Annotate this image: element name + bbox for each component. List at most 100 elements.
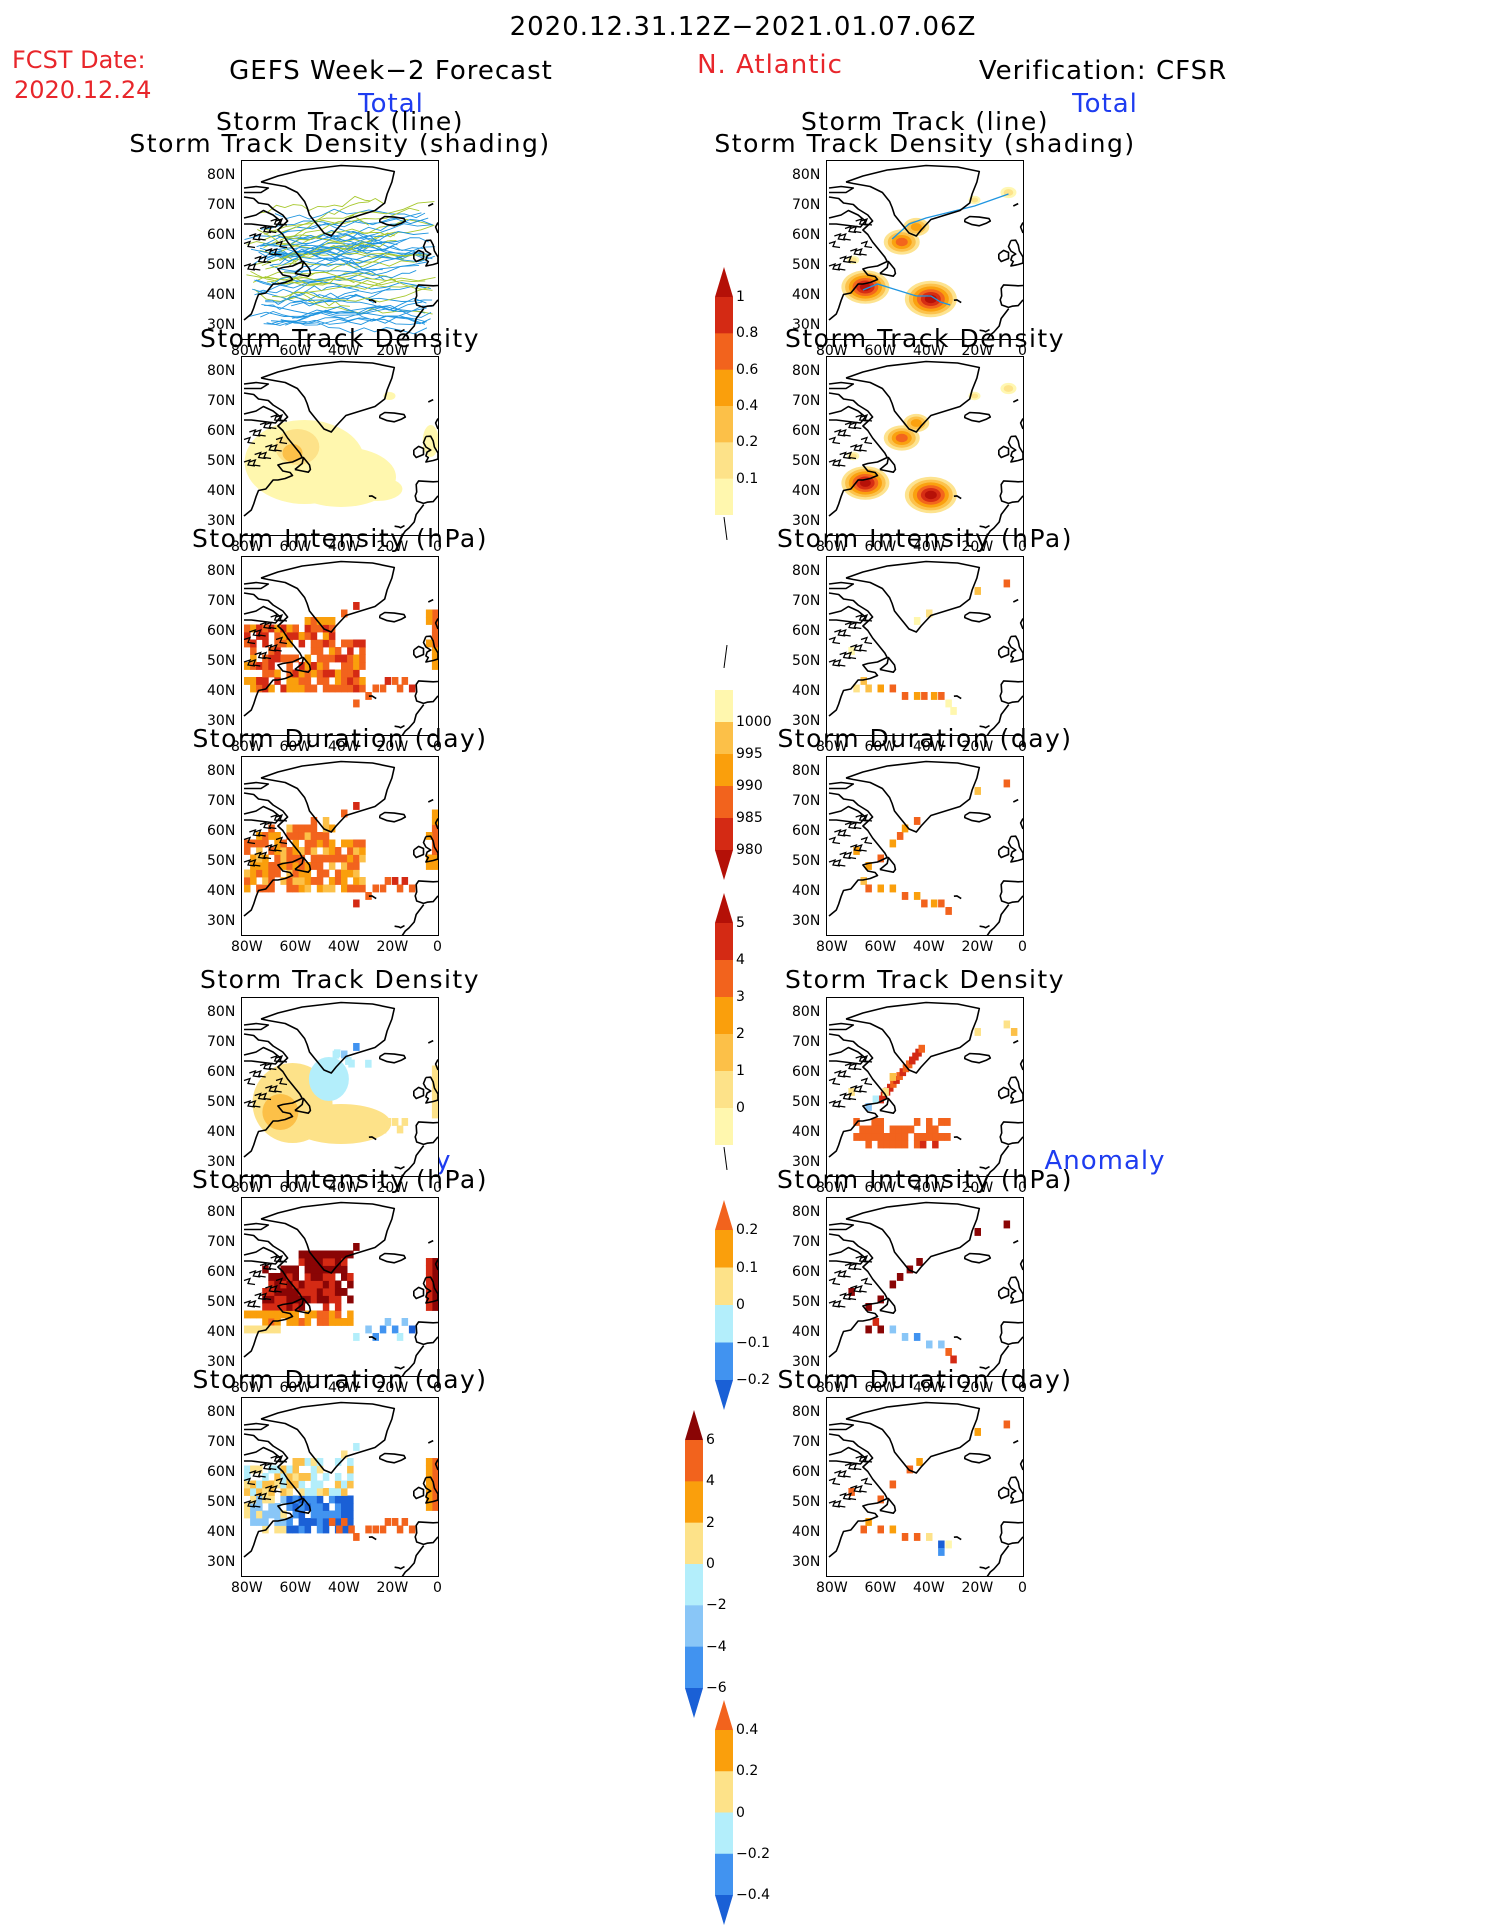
anom-duration-cell [945, 1540, 952, 1549]
archipelago-segment [243, 1277, 256, 1286]
archipelago-segment [860, 436, 873, 445]
colorbar-intensity_total-label: 995 [736, 746, 763, 762]
intensity-cell [341, 854, 348, 863]
coastline-iceland [964, 1052, 992, 1064]
coastline-greenland [845, 1201, 981, 1274]
colorbar-extend-top [715, 267, 733, 297]
archipelago-segment [860, 1054, 873, 1063]
cell [244, 1325, 251, 1334]
anom-density-cell [865, 1125, 872, 1134]
archipelago-segment [860, 1454, 873, 1463]
anom-density-cell [907, 1125, 915, 1134]
verification-total-duration-lat-tick-80n: 80N [792, 763, 821, 779]
verification-anom-density-lat-tick-40n: 40N [792, 1124, 821, 1140]
coastline-azores [953, 1536, 962, 1541]
coastline-africa [986, 1545, 1010, 1576]
forecast-anom-density-lat-tick-40n: 40N [207, 1124, 236, 1140]
anom-intensity-cell [292, 1310, 299, 1319]
verification-anom-duration-lat-tick-50n: 50N [792, 1494, 821, 1510]
intensity-cell [304, 877, 312, 885]
intensity-cell [359, 884, 366, 893]
archipelago-segment [270, 1054, 282, 1063]
intensity-cell [347, 884, 354, 893]
coastline-newfoundland [294, 1097, 312, 1114]
verification-anom-intensity-lon-tick-60w: 60W [864, 1380, 897, 1396]
cell [274, 1325, 281, 1334]
intensity-cell [347, 662, 354, 670]
anom-density-cell [901, 1140, 909, 1149]
anom-intensity-cell [274, 1295, 281, 1304]
intensity-cell [298, 824, 306, 833]
uk-cell [431, 632, 438, 640]
anom-intensity-cell [341, 1318, 348, 1326]
intensity-cell [359, 847, 366, 855]
anom-intensity-cell [872, 1318, 880, 1326]
anom-density-cell [932, 1125, 939, 1134]
archipelago-segment [265, 843, 277, 852]
anom-intensity-cell [334, 1280, 342, 1289]
verification-anom-duration-lat-tick-80n: 80N [792, 1404, 821, 1420]
intensity-cell [328, 617, 336, 625]
anom-neg-cell [353, 1333, 360, 1341]
verification-anom-duration-lon-tick-80w: 80W [816, 1580, 848, 1596]
coastline-norway [434, 222, 438, 234]
intensity-cell [328, 847, 336, 855]
anom-density-cell [913, 1133, 921, 1141]
anom-duration-cell [341, 1495, 348, 1504]
intensity-cell [328, 684, 336, 693]
archipelago-segment [844, 451, 857, 460]
coastline-ireland [413, 1286, 425, 1300]
anom-intensity-cell [328, 1273, 336, 1281]
archipelago-segment [839, 1469, 851, 1478]
colorbar-intensity_anom-label: −4 [706, 1638, 727, 1655]
forecast-anom-intensity-lat-tick-70n: 70N [207, 1234, 236, 1250]
archipelago-segment [254, 828, 266, 837]
coastline-africa [986, 1145, 1010, 1176]
intensity-cell [250, 624, 257, 633]
coastline-africa [401, 504, 425, 535]
anom-duration-cell [322, 1488, 330, 1496]
verification-anom-duration-lat-tick-40n: 40N [792, 1524, 821, 1540]
forecast-anom-density-lon-tick-40w: 40W [328, 1180, 360, 1196]
intensity-cell [256, 839, 263, 848]
coastline-baffin [243, 805, 282, 824]
density-max-labrador [282, 444, 303, 462]
coastline-svalbard [427, 1039, 434, 1044]
verification-total-intensity-title: Storm Intensity (hPa) [777, 524, 1073, 553]
uk-cell [425, 1265, 433, 1274]
coastline-ireland [998, 1086, 1010, 1100]
anom-intensity-cell [913, 1333, 921, 1341]
intensity-cell [353, 884, 360, 893]
storm-track-line [259, 247, 423, 262]
forecast-total-intensity-plot [243, 560, 438, 735]
archipelago-segment [254, 1492, 266, 1501]
coastline-azores [368, 1336, 377, 1341]
archipelago-segment [270, 1454, 282, 1463]
anom-intensity-cell [280, 1310, 287, 1319]
intensity-cell [341, 877, 348, 885]
archipelago-segment [850, 1062, 862, 1071]
intensity-cell [322, 817, 330, 825]
anom-duration-cell [347, 1518, 354, 1526]
intensity-cell [274, 832, 281, 840]
anom-duration-cell [280, 1510, 287, 1519]
archipelago-segment [254, 1092, 266, 1101]
coastline-islands1 [243, 581, 270, 590]
anom-intensity-cell [334, 1295, 342, 1304]
anom-intensity-cell [280, 1265, 287, 1274]
verification-anom-intensity-lon-tick-20w: 20W [961, 1380, 994, 1396]
anom-neg-cell [391, 1325, 399, 1334]
archipelago-segment [259, 1092, 272, 1101]
verification-anom-intensity-lat-tick-30n: 30N [792, 1354, 821, 1370]
intensity-cell [244, 877, 251, 885]
anom-duration-cell [268, 1503, 275, 1511]
colorbar-duration_total-label: 0 [736, 1100, 745, 1116]
coastline-canaries [394, 924, 405, 929]
anom-duration-cell [341, 1503, 348, 1511]
anom-positive-blob [291, 1104, 391, 1144]
intensity-cell [341, 839, 348, 848]
intensity-cell [304, 862, 312, 870]
region-label: N. Atlantic [697, 50, 843, 80]
coastline-canaries [979, 524, 990, 529]
intensity-cell [244, 624, 251, 633]
